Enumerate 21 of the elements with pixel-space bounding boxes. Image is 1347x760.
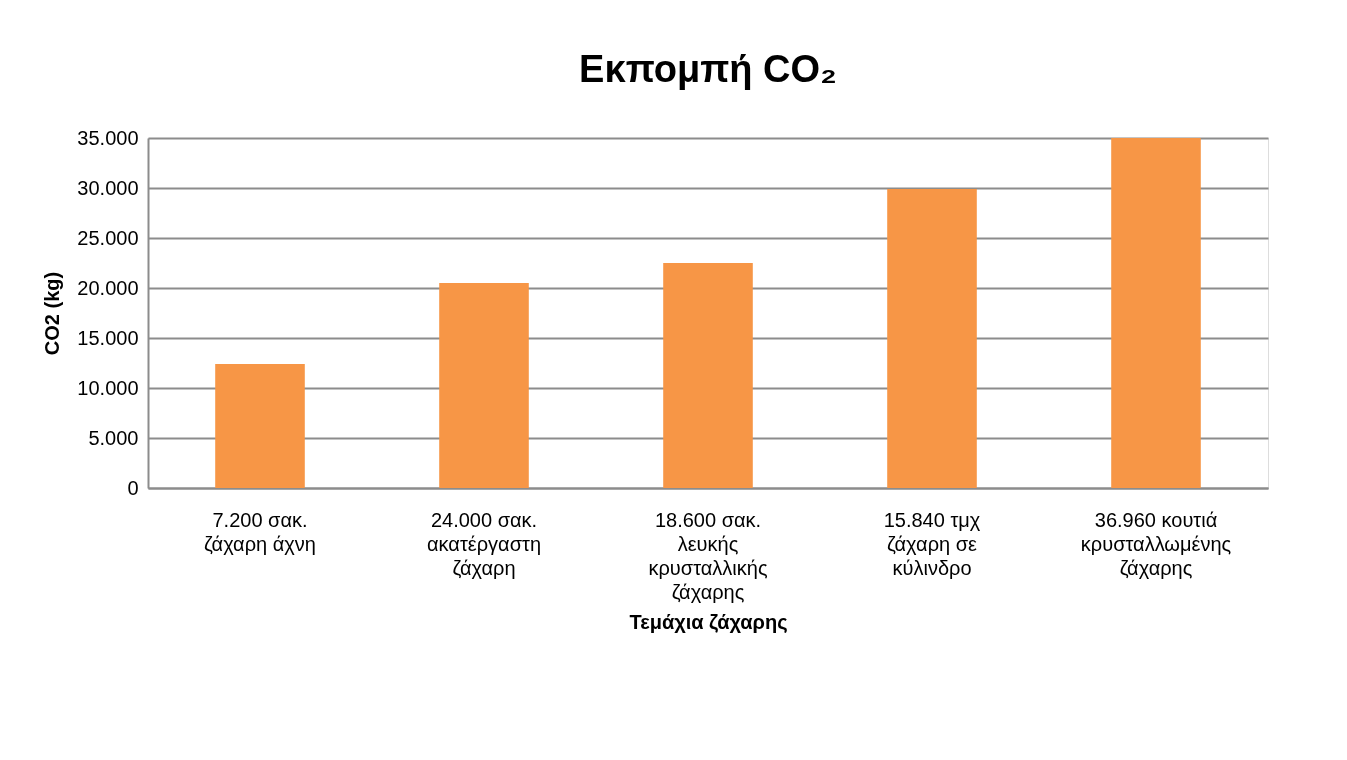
y-tick-label: 0	[127, 476, 139, 499]
bar	[439, 283, 529, 488]
y-tick-label: 35.000	[77, 126, 139, 149]
x-tick-label: 24.000 σακ. ακατέργαστη ζάχαρη	[426, 508, 542, 579]
chart-title: Εκπομπή CO₂	[579, 48, 837, 90]
bar	[663, 263, 753, 488]
bar	[1111, 138, 1201, 488]
x-tick-label: 7.200 σακ. ζάχαρη άχνη	[204, 508, 316, 555]
bar	[215, 364, 305, 488]
y-tick-label: 30.000	[77, 176, 139, 199]
y-tick-label: 20.000	[77, 276, 139, 299]
x-axis-title: Τεμάχια ζάχαρης	[629, 610, 788, 633]
y-axis-title: CO2 (kg)	[41, 271, 64, 356]
y-tick-label: 15.000	[77, 326, 139, 349]
x-tick-label: 18.600 σακ. λευκής κρυσταλλικής ζάχαρης	[648, 508, 768, 603]
bar	[887, 189, 977, 488]
y-tick-label: 25.000	[77, 226, 139, 249]
x-tick-label: 15.840 τμχ ζάχαρη σε κύλινδρο	[883, 508, 981, 579]
x-tick-label: 36.960 κουτιά κρυσταλλωμένης ζάχαρης	[1080, 508, 1232, 579]
y-tick-label: 10.000	[77, 376, 139, 399]
y-tick-label: 5.000	[88, 426, 139, 449]
